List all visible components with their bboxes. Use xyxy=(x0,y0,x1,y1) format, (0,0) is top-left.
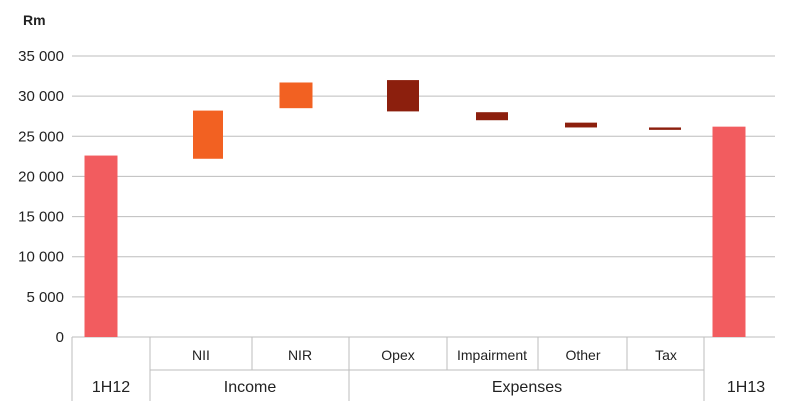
y-tick-label: 35 000 xyxy=(18,48,64,65)
y-tick-label: 15 000 xyxy=(18,209,64,226)
y-tick-label: 0 xyxy=(56,329,64,346)
y-tick-label: 20 000 xyxy=(18,168,64,185)
y-tick-label: 25 000 xyxy=(18,128,64,145)
x-tick-label: NII xyxy=(192,347,210,363)
bar-opex xyxy=(387,80,419,112)
x-tick-label: Opex xyxy=(381,347,414,363)
x-tick-label: NIR xyxy=(288,347,312,363)
y-tick-label: 10 000 xyxy=(18,249,64,266)
bar-1h12 xyxy=(84,155,118,337)
group-label: 1H13 xyxy=(727,379,765,396)
group-label: 1H12 xyxy=(92,379,130,396)
bar-other xyxy=(565,122,597,128)
bar-nir xyxy=(279,82,313,109)
group-label: Expenses xyxy=(492,379,562,396)
group-label: Income xyxy=(224,379,277,396)
unit-label: Rm xyxy=(23,12,46,28)
x-tick-label: Other xyxy=(565,347,600,363)
bar-tax xyxy=(649,127,681,130)
x-tick-label: Tax xyxy=(655,347,677,363)
x-tick-label: Impairment xyxy=(457,347,527,363)
bar-impairment xyxy=(476,112,508,121)
y-tick-label: 30 000 xyxy=(18,88,64,105)
bar-1h13 xyxy=(712,126,746,337)
bar-nii xyxy=(193,110,223,159)
y-tick-label: 5 000 xyxy=(26,289,64,306)
